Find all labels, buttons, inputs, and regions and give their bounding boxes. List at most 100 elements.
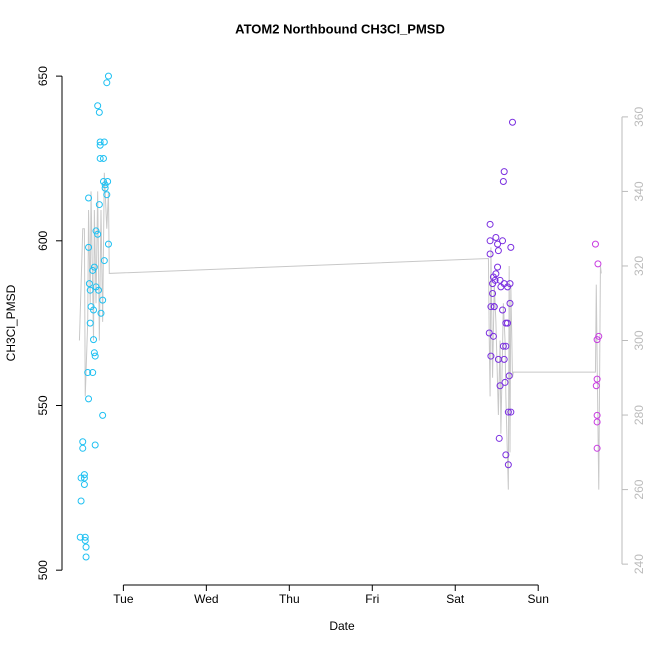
point bbox=[95, 286, 103, 294]
point bbox=[80, 471, 88, 479]
y-tick-label: 600 bbox=[36, 230, 50, 250]
point bbox=[103, 191, 111, 199]
point bbox=[486, 250, 494, 258]
y2-tick-label: 360 bbox=[632, 107, 646, 127]
point bbox=[101, 184, 109, 192]
y-tick-label: 650 bbox=[36, 66, 50, 86]
point bbox=[593, 411, 601, 419]
point bbox=[504, 408, 512, 416]
point bbox=[508, 118, 516, 126]
point bbox=[593, 375, 601, 383]
point bbox=[85, 194, 93, 202]
point bbox=[85, 243, 93, 251]
point bbox=[99, 154, 107, 162]
point bbox=[492, 270, 500, 278]
point bbox=[84, 369, 92, 377]
point bbox=[593, 336, 601, 344]
point bbox=[89, 369, 97, 377]
point bbox=[506, 280, 514, 288]
point bbox=[86, 286, 94, 294]
point bbox=[505, 372, 513, 380]
point bbox=[81, 537, 89, 545]
point bbox=[82, 543, 90, 551]
point bbox=[104, 178, 112, 186]
point bbox=[103, 79, 111, 87]
y-tick-label: 500 bbox=[36, 560, 50, 580]
point bbox=[89, 266, 97, 274]
point bbox=[81, 533, 89, 541]
point bbox=[501, 378, 509, 386]
y2-tick-label: 320 bbox=[632, 256, 646, 276]
y-tick-label: 550 bbox=[36, 395, 50, 415]
point bbox=[504, 319, 512, 327]
point bbox=[76, 533, 84, 541]
point bbox=[494, 240, 502, 248]
point bbox=[90, 306, 98, 314]
point bbox=[96, 138, 104, 146]
point bbox=[500, 355, 508, 363]
point bbox=[99, 296, 107, 304]
point bbox=[494, 247, 502, 255]
point bbox=[595, 332, 603, 340]
point bbox=[496, 382, 504, 390]
point bbox=[80, 474, 88, 482]
x-tick-label: Tue bbox=[113, 592, 134, 606]
point bbox=[100, 138, 108, 146]
point bbox=[489, 332, 497, 340]
point bbox=[79, 438, 87, 446]
point bbox=[77, 497, 85, 505]
point bbox=[95, 201, 103, 209]
point bbox=[504, 461, 512, 469]
point bbox=[104, 72, 112, 80]
point bbox=[499, 237, 507, 245]
point bbox=[79, 444, 87, 452]
point bbox=[487, 352, 495, 360]
x-tick-label: Wed bbox=[194, 592, 218, 606]
y2-tick-label: 240 bbox=[632, 554, 646, 574]
chart-title: ATOM2 Northbound CH3Cl_PMSD bbox=[235, 21, 445, 36]
point bbox=[499, 342, 507, 350]
y2-tick-label: 260 bbox=[632, 479, 646, 499]
point bbox=[96, 154, 104, 162]
point bbox=[90, 336, 98, 344]
y2-tick-label: 280 bbox=[632, 405, 646, 425]
point bbox=[502, 342, 510, 350]
point bbox=[591, 240, 599, 248]
point bbox=[86, 319, 94, 327]
point bbox=[91, 441, 99, 449]
x-axis-title: Date bbox=[329, 619, 355, 633]
point bbox=[491, 276, 499, 284]
x-tick-label: Sun bbox=[528, 592, 549, 606]
point bbox=[497, 283, 505, 291]
point bbox=[499, 306, 507, 314]
point bbox=[82, 553, 90, 561]
point bbox=[594, 260, 602, 268]
x-tick-label: Sat bbox=[446, 592, 465, 606]
point bbox=[80, 481, 88, 489]
x-tick-label: Thu bbox=[279, 592, 300, 606]
point bbox=[507, 408, 515, 416]
y-axis-title: CH3Cl_PMSD bbox=[4, 284, 18, 361]
point bbox=[495, 434, 503, 442]
point bbox=[500, 280, 508, 288]
point bbox=[486, 220, 494, 228]
point bbox=[95, 108, 103, 116]
point bbox=[494, 263, 502, 271]
point bbox=[99, 411, 107, 419]
point bbox=[492, 234, 500, 242]
point bbox=[502, 451, 510, 459]
point bbox=[506, 299, 514, 307]
point bbox=[500, 168, 508, 176]
y2-tick-label: 340 bbox=[632, 181, 646, 201]
point bbox=[593, 418, 601, 426]
point bbox=[487, 303, 495, 311]
point bbox=[90, 263, 98, 271]
point bbox=[592, 382, 600, 390]
point bbox=[85, 280, 93, 288]
point bbox=[90, 349, 98, 357]
point bbox=[507, 243, 515, 251]
point bbox=[97, 309, 105, 317]
point bbox=[100, 257, 108, 265]
